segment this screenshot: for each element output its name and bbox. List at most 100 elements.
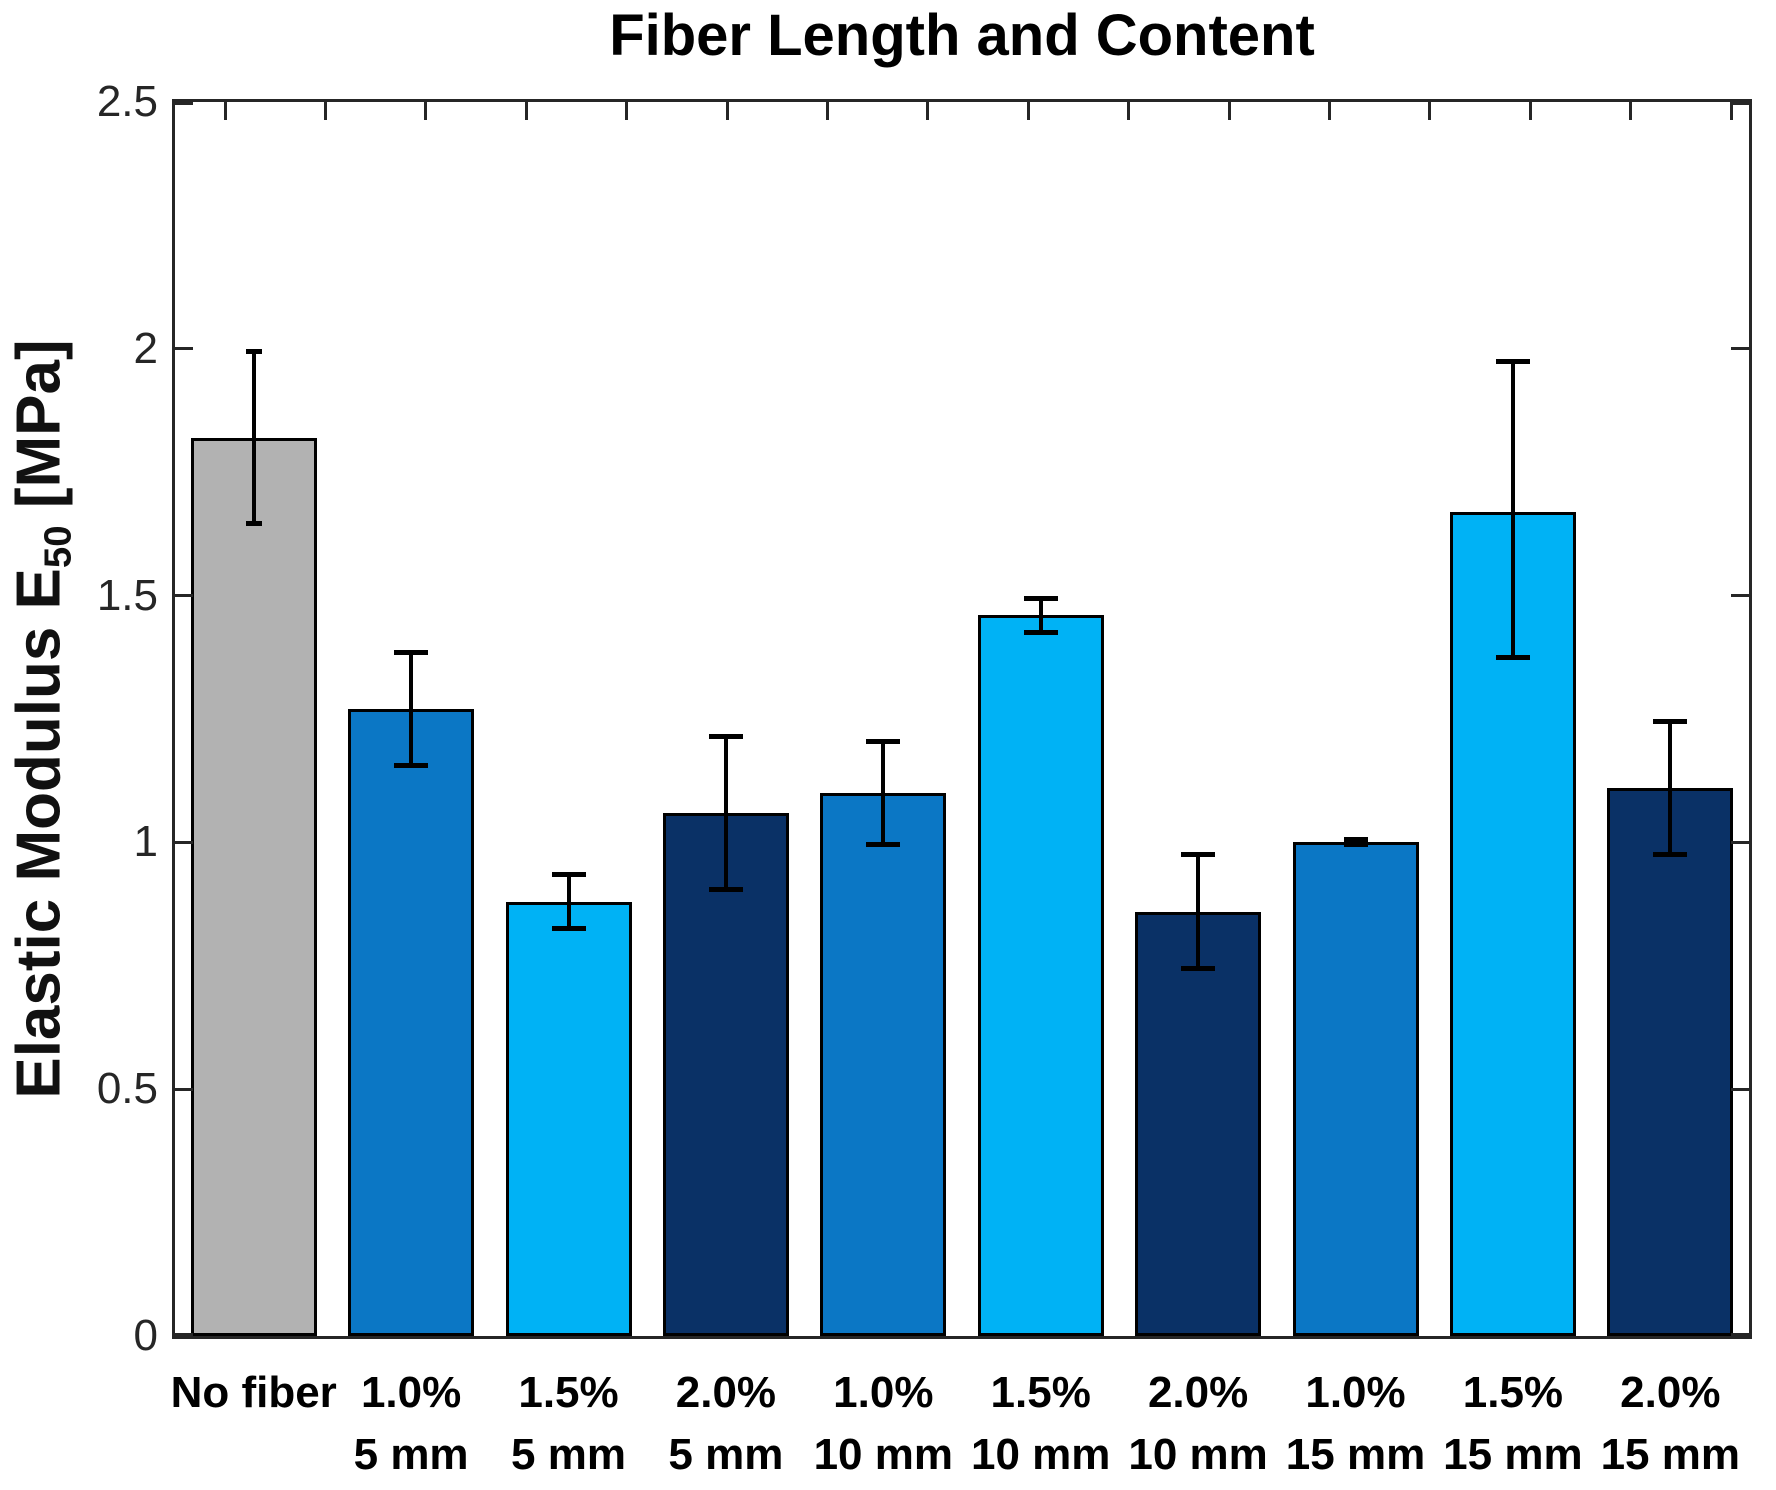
x-tick-top: [223, 102, 227, 120]
error-bar-cap-top: [708, 733, 743, 739]
x-tick-label: 2.0% 15 mm: [1601, 1362, 1740, 1486]
x-tick-top: [825, 102, 829, 120]
y-tick-right: [1731, 840, 1749, 844]
x-tick-top: [524, 102, 528, 120]
x-tick-top: [625, 102, 629, 120]
error-bar: [1668, 719, 1673, 858]
error-bar-cap-bottom: [551, 926, 586, 932]
x-tick-label-line2: 5 mm: [668, 1430, 784, 1479]
x-tick-label-line1: 2.0%: [1147, 1368, 1249, 1417]
error-bar-cap-top: [394, 649, 429, 655]
y-tick-right: [1731, 102, 1749, 105]
x-tick-top: [1227, 102, 1231, 120]
x-tick-top: [323, 102, 327, 120]
x-tick-top: [926, 102, 930, 120]
x-tick-top: [1428, 102, 1432, 120]
x-tick-top: [725, 102, 729, 120]
x-tick-label-line1: No fiber: [170, 1368, 337, 1417]
x-tick-label: 1.5% 5 mm: [511, 1362, 626, 1486]
x-tick-label-line2: 15 mm: [1600, 1430, 1741, 1479]
error-bar-cap-top: [1495, 358, 1530, 364]
x-tick-label-line1: 1.0%: [1305, 1368, 1406, 1417]
y-axis-label-subscript: 50: [36, 525, 80, 569]
error-bar-cap-bottom: [708, 886, 743, 892]
error-bar-cap-top: [1023, 595, 1058, 601]
error-bar-cap-bottom: [1023, 630, 1058, 636]
x-tick-label-line2: 10 mm: [970, 1430, 1111, 1479]
bar: [662, 813, 789, 1336]
error-bar-cap-bottom: [1181, 965, 1216, 971]
y-tick-left: [175, 1087, 193, 1091]
x-tick-label-line2: 10 mm: [1128, 1430, 1268, 1479]
y-tick-label: 2.5: [96, 77, 158, 126]
bar: [977, 615, 1104, 1336]
x-tick-label: 1.5% 15 mm: [1443, 1362, 1582, 1486]
error-bar-cap-bottom: [866, 842, 901, 848]
bar: [348, 709, 475, 1336]
x-tick-label-line2: 15 mm: [1285, 1430, 1426, 1479]
chart-title: Fiber Length and Content: [609, 3, 1315, 68]
y-tick-label: 2: [133, 323, 158, 373]
error-bar: [251, 348, 256, 527]
x-tick-label: 1.5% 10 mm: [971, 1362, 1110, 1486]
x-tick-label-line2: 15 mm: [1443, 1430, 1583, 1479]
x-tick-label: 1.0% 5 mm: [354, 1362, 469, 1486]
x-tick-label-line1: 2.0%: [675, 1368, 777, 1417]
error-bar-cap-top: [1343, 837, 1368, 843]
error-bar-cap-bottom: [1343, 842, 1368, 848]
y-tick-left: [175, 347, 193, 351]
plot-area: [172, 99, 1752, 1339]
x-tick-top: [1127, 102, 1131, 120]
x-tick-label-line2: 5 mm: [353, 1430, 469, 1479]
bar: [1607, 788, 1734, 1336]
x-tick-label-line1: 1.5%: [518, 1368, 619, 1417]
y-tick-label: 1: [133, 817, 158, 867]
error-bar-cap-top: [245, 348, 262, 354]
x-tick-top: [1629, 102, 1633, 120]
error-bar-cap-bottom: [245, 521, 262, 527]
y-tick-label: 1.5: [96, 570, 158, 620]
error-bar-cap-top: [866, 738, 901, 744]
y-tick-left: [175, 594, 193, 598]
bar: [1292, 842, 1419, 1336]
x-tick-label-line1: 1.0%: [833, 1368, 934, 1417]
error-bar-cap-bottom: [1653, 852, 1688, 858]
x-tick-label-line1: 1.5%: [1462, 1368, 1564, 1417]
error-bar-cap-top: [1653, 719, 1688, 724]
y-tick-label: 0: [133, 1311, 158, 1360]
x-tick-label-line1: 1.0%: [360, 1368, 462, 1417]
y-tick-left: [175, 102, 193, 105]
x-tick-label-line1: 1.5%: [990, 1368, 1091, 1417]
error-bar-cap-top: [1181, 852, 1216, 858]
error-bar: [881, 738, 886, 848]
x-tick-label-line1: 2.0%: [1620, 1368, 1721, 1417]
x-tick-top: [1327, 102, 1331, 120]
error-bar: [723, 733, 728, 892]
bar: [190, 438, 317, 1336]
error-bar: [566, 872, 571, 932]
error-bar: [1510, 358, 1515, 660]
bar: [505, 902, 632, 1336]
x-tick-label: 1.0% 10 mm: [814, 1362, 953, 1486]
bar: [820, 793, 947, 1336]
y-axis-label: Elastic Modulus E50 [MPa]: [4, 339, 81, 1098]
y-tick-right: [1731, 594, 1749, 598]
error-bar-cap-top: [551, 872, 586, 878]
error-bar-cap-bottom: [394, 763, 429, 769]
y-tick-right: [1731, 1333, 1749, 1336]
bar: [1135, 912, 1262, 1336]
x-tick-label: 2.0% 5 mm: [668, 1362, 783, 1486]
x-tick-label: 1.0% 15 mm: [1286, 1362, 1425, 1486]
error-bar: [1196, 852, 1201, 971]
error-bar-cap-bottom: [1495, 654, 1530, 660]
x-tick-label-line2: 5 mm: [511, 1430, 626, 1479]
x-tick-top: [1729, 102, 1733, 120]
y-tick-label: 0.5: [96, 1064, 158, 1114]
x-tick-label: 2.0% 10 mm: [1128, 1362, 1267, 1486]
y-tick-left: [175, 1333, 193, 1336]
x-tick-top: [1026, 102, 1030, 120]
x-tick-top: [424, 102, 428, 120]
x-tick-label-line2: 10 mm: [813, 1430, 954, 1479]
error-bar: [409, 649, 414, 769]
y-tick-left: [175, 840, 193, 844]
